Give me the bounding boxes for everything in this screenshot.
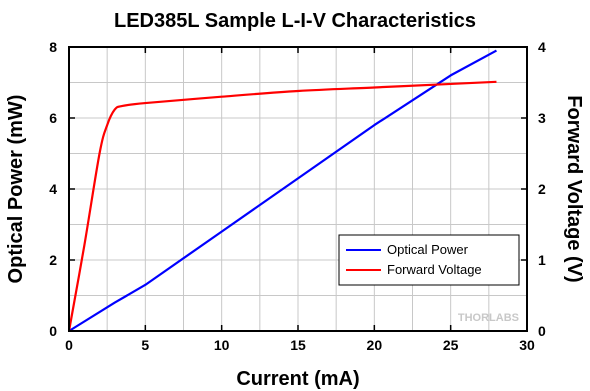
legend-box xyxy=(338,234,520,286)
y2-tick-label: 4 xyxy=(538,39,546,55)
y2-tick-label: 0 xyxy=(538,323,546,339)
x-tick-label: 20 xyxy=(367,337,383,353)
y2-tick-label: 2 xyxy=(538,181,546,197)
legend-entry-optical-power: Optical Power xyxy=(387,242,469,257)
x-axis-label: Current (mA) xyxy=(236,368,359,390)
y-tick-label: 2 xyxy=(49,252,57,268)
x-tick-label: 25 xyxy=(443,337,459,353)
y2-axis-label: Forward Voltage (V) xyxy=(563,95,585,282)
x-tick-label: 30 xyxy=(519,337,535,353)
y2-tick-label: 3 xyxy=(538,110,546,126)
x-tick-label: 15 xyxy=(290,337,306,353)
y-axis-label: Optical Power (mW) xyxy=(5,95,27,284)
y-tick-label: 0 xyxy=(49,323,57,339)
chart-title: LED385L Sample L-I-V Characteristics xyxy=(114,10,476,32)
y2-tick-label: 1 xyxy=(538,252,546,268)
legend-entry-forward-voltage: Forward Voltage xyxy=(387,262,482,277)
y-tick-label: 4 xyxy=(49,181,57,197)
legend: Optical Power Forward Voltage xyxy=(338,234,520,286)
x-tick-label: 0 xyxy=(65,337,73,353)
x-tick-label: 5 xyxy=(141,337,149,353)
x-tick-label: 10 xyxy=(214,337,230,353)
y-tick-label: 8 xyxy=(49,39,57,55)
series-line-forward-voltage xyxy=(67,80,497,332)
y-tick-label: 6 xyxy=(49,110,57,126)
series-lines xyxy=(67,49,497,332)
thorlabs-watermark: THORLABS xyxy=(458,312,519,324)
